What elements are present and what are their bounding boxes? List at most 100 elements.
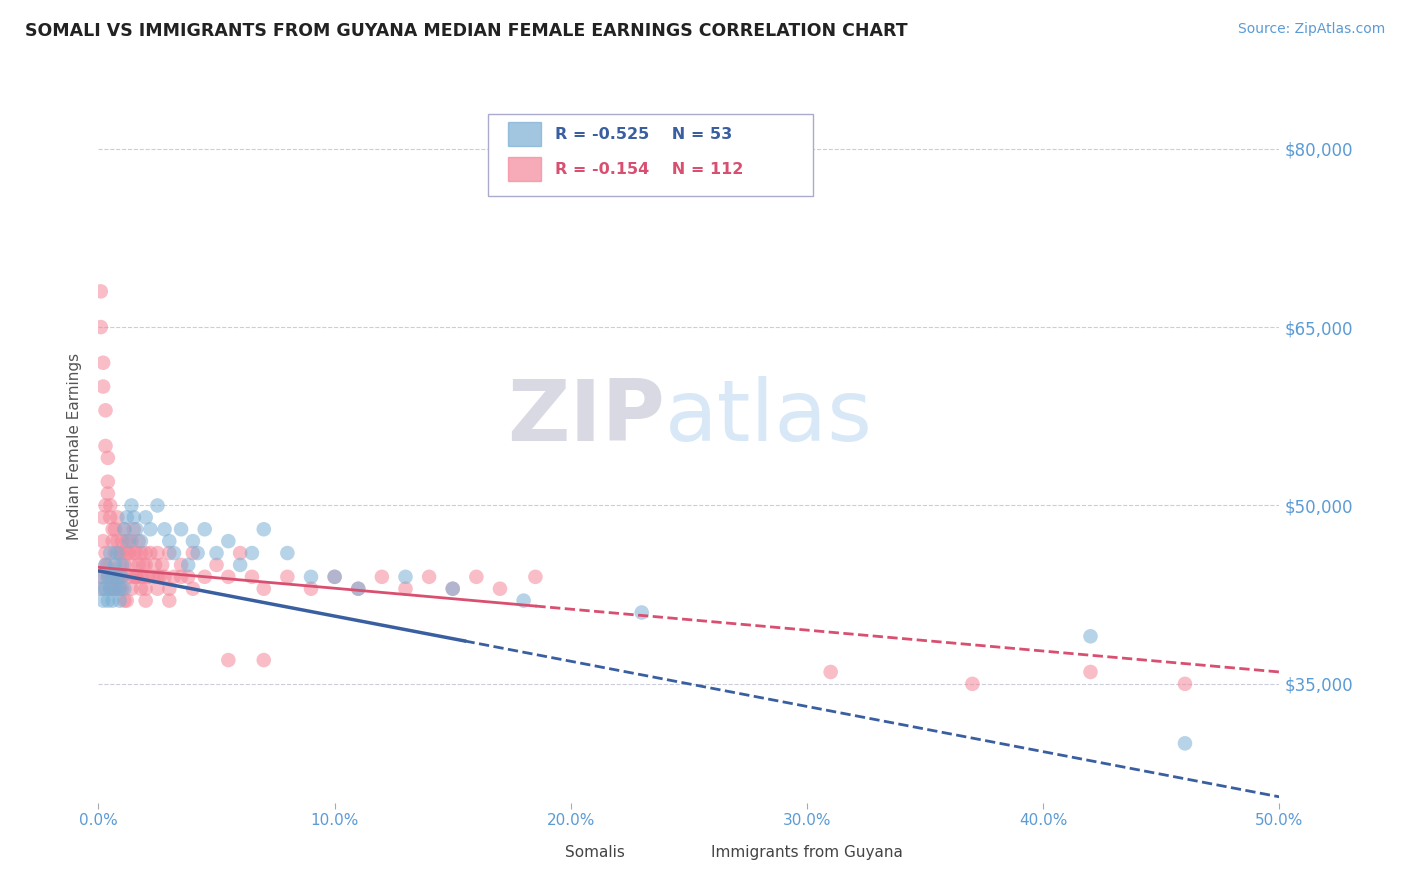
Point <box>128 558 150 572</box>
Point <box>394 570 416 584</box>
Point <box>135 593 157 607</box>
Point <box>489 582 512 596</box>
Point <box>94 499 117 513</box>
Bar <box>508 122 541 146</box>
Point <box>94 403 117 417</box>
Point <box>150 558 173 572</box>
Point <box>139 546 162 560</box>
Point <box>132 558 155 572</box>
Point <box>97 450 120 465</box>
Point <box>157 534 180 549</box>
Point <box>181 582 204 596</box>
Point <box>135 546 157 560</box>
Point <box>229 558 252 572</box>
Point <box>153 522 176 536</box>
Point <box>98 510 121 524</box>
Point <box>105 570 128 584</box>
Point <box>122 570 145 584</box>
Point <box>94 558 117 572</box>
Point <box>97 570 120 584</box>
Point <box>101 593 124 607</box>
Point <box>115 546 138 560</box>
Point <box>465 570 488 584</box>
Point <box>229 546 252 560</box>
Point <box>347 582 370 596</box>
Point <box>104 558 127 572</box>
Point <box>240 546 263 560</box>
Point <box>105 546 128 560</box>
Point <box>108 570 131 584</box>
Bar <box>731 840 766 862</box>
Point <box>205 558 228 572</box>
Point <box>177 570 200 584</box>
Point <box>112 522 135 536</box>
Point <box>217 534 239 549</box>
Point <box>181 546 204 560</box>
Point <box>91 593 114 607</box>
Point <box>157 546 180 560</box>
Point <box>125 522 148 536</box>
Bar <box>541 840 576 862</box>
Point <box>101 522 124 536</box>
Text: Somalis: Somalis <box>565 846 624 860</box>
Point <box>121 558 143 572</box>
Point <box>146 570 169 584</box>
Point <box>157 582 180 596</box>
Point <box>91 379 114 393</box>
Bar <box>508 158 541 181</box>
Point <box>105 534 128 549</box>
Point <box>512 593 534 607</box>
Point <box>97 593 120 607</box>
Point <box>441 582 464 596</box>
Text: R = -0.154    N = 112: R = -0.154 N = 112 <box>555 162 744 177</box>
Point <box>101 570 124 584</box>
Point <box>108 582 131 596</box>
Point <box>129 570 152 584</box>
Point <box>135 558 157 572</box>
Point <box>108 546 131 560</box>
Point <box>323 570 346 584</box>
Point <box>170 570 193 584</box>
Point <box>170 522 193 536</box>
Point <box>146 499 169 513</box>
Point <box>112 522 135 536</box>
Point <box>104 546 127 560</box>
Point <box>143 558 166 572</box>
Text: atlas: atlas <box>665 376 873 459</box>
Point <box>441 582 464 596</box>
Text: R = -0.525    N = 53: R = -0.525 N = 53 <box>555 127 733 142</box>
Point <box>121 582 143 596</box>
Point <box>299 570 322 584</box>
Point <box>111 546 134 560</box>
Point <box>111 570 134 584</box>
Point <box>122 522 145 536</box>
Point <box>108 558 131 572</box>
Point <box>111 534 134 549</box>
Point <box>112 558 135 572</box>
Point <box>97 475 120 489</box>
Point <box>149 570 172 584</box>
Point <box>104 582 127 596</box>
Point <box>135 582 157 596</box>
Point <box>142 570 165 584</box>
Point <box>418 570 440 584</box>
Point <box>394 582 416 596</box>
Point <box>98 570 121 584</box>
Point <box>97 570 120 584</box>
Point <box>111 582 134 596</box>
Point <box>122 546 145 560</box>
Point <box>163 546 186 560</box>
Text: Immigrants from Guyana: Immigrants from Guyana <box>711 846 903 860</box>
Point <box>205 546 228 560</box>
Point <box>276 546 298 560</box>
Point <box>97 486 120 500</box>
Point <box>101 570 124 584</box>
Point <box>122 510 145 524</box>
Point <box>347 582 370 596</box>
Point <box>118 570 141 584</box>
Point <box>1174 736 1197 750</box>
Y-axis label: Median Female Earnings: Median Female Earnings <box>67 352 83 540</box>
Point <box>98 582 121 596</box>
Point <box>129 582 152 596</box>
Point <box>136 570 159 584</box>
